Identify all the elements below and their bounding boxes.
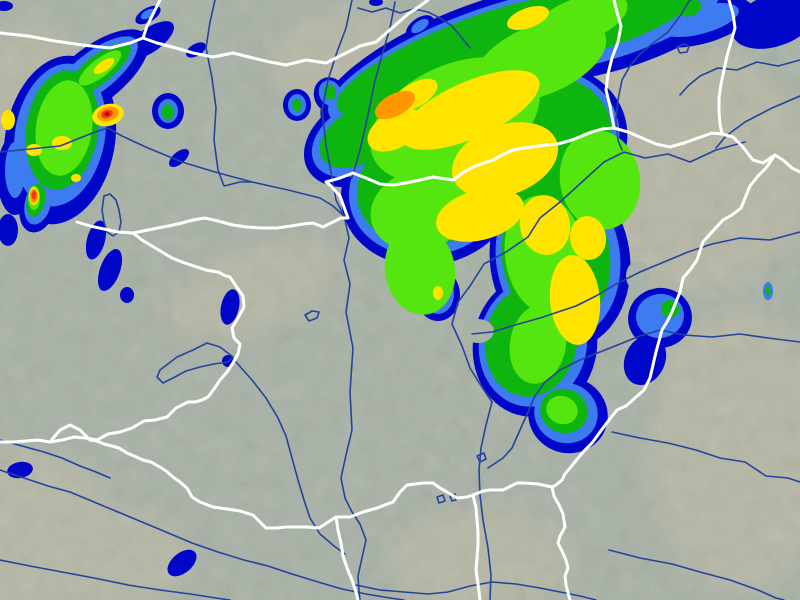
precip-scattered-cells-level1 <box>7 220 240 577</box>
precip-alpine-cell-level8 <box>104 112 110 116</box>
precip-dry-holes <box>462 261 650 343</box>
precip-main-band-level6 <box>374 90 416 120</box>
